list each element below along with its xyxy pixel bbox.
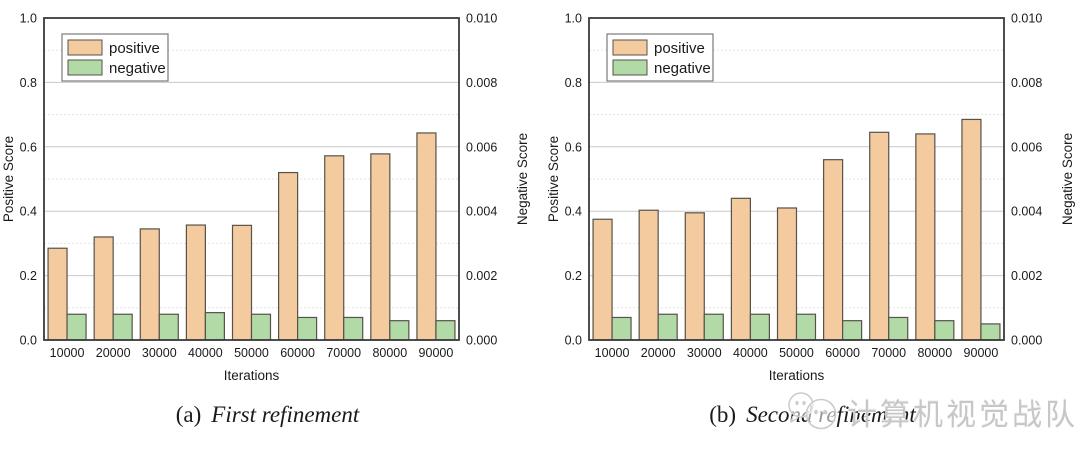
svg-text:70000: 70000 <box>326 346 361 360</box>
svg-text:0.004: 0.004 <box>1011 205 1042 219</box>
svg-text:80000: 80000 <box>917 346 952 360</box>
svg-text:Negative Score: Negative Score <box>515 133 530 225</box>
svg-text:0.6: 0.6 <box>565 140 582 154</box>
svg-text:10000: 10000 <box>50 346 85 360</box>
caption-text-b: Second refinement <box>746 402 916 427</box>
svg-text:0.4: 0.4 <box>20 205 37 219</box>
svg-text:negative: negative <box>654 60 711 77</box>
svg-text:Negative Score: Negative Score <box>1060 133 1075 225</box>
svg-text:90000: 90000 <box>419 346 454 360</box>
svg-text:0.4: 0.4 <box>565 205 582 219</box>
svg-text:0.002: 0.002 <box>466 269 497 283</box>
svg-text:0.008: 0.008 <box>466 76 497 90</box>
svg-text:0.010: 0.010 <box>1011 12 1042 26</box>
svg-text:Iterations: Iterations <box>769 368 825 383</box>
svg-text:60000: 60000 <box>280 346 315 360</box>
svg-text:0.6: 0.6 <box>20 140 37 154</box>
charts-row: 10000 20000 30000 40000 50000 60000 70000 80000… <box>0 0 1080 428</box>
svg-text:0.8: 0.8 <box>20 76 37 90</box>
svg-text:Positive Score: Positive Score <box>1 136 16 222</box>
svg-text:1.0: 1.0 <box>565 12 582 26</box>
svg-text:80000: 80000 <box>372 346 407 360</box>
svg-text:0.2: 0.2 <box>565 269 582 283</box>
chart-panel-first-refinement: 10000 20000 30000 40000 50000 60000 70000 80000… <box>0 0 535 428</box>
svg-text:0.0: 0.0 <box>20 334 37 348</box>
svg-text:0.0: 0.0 <box>565 334 582 348</box>
svg-text:90000: 90000 <box>964 346 999 360</box>
svg-text:40000: 40000 <box>188 346 223 360</box>
svg-text:positive: positive <box>109 40 160 57</box>
svg-text:0.002: 0.002 <box>1011 269 1042 283</box>
svg-text:50000: 50000 <box>234 346 269 360</box>
svg-text:Iterations: Iterations <box>224 368 280 383</box>
bar-chart-second-refinement: 10000 20000 30000 40000 50000 60000 70000 80000… <box>546 12 1075 384</box>
svg-text:30000: 30000 <box>142 346 177 360</box>
svg-text:Positive Score: Positive Score <box>546 136 561 222</box>
svg-text:60000: 60000 <box>825 346 860 360</box>
caption-second-refinement: (b) Second refinement <box>709 402 916 428</box>
bar-chart-first-refinement: 10000 20000 30000 40000 50000 60000 70000 80000… <box>1 12 530 384</box>
svg-text:0.008: 0.008 <box>1011 76 1042 90</box>
svg-text:50000: 50000 <box>779 346 814 360</box>
svg-text:0.2: 0.2 <box>20 269 37 283</box>
svg-text:40000: 40000 <box>733 346 768 360</box>
svg-text:30000: 30000 <box>687 346 722 360</box>
svg-text:20000: 20000 <box>641 346 676 360</box>
svg-text:10000: 10000 <box>595 346 630 360</box>
svg-text:positive: positive <box>654 40 705 57</box>
caption-first-refinement: (a) First refinement <box>176 402 360 428</box>
caption-label-b: (b) <box>709 402 737 427</box>
svg-text:0.006: 0.006 <box>1011 140 1042 154</box>
svg-text:0.006: 0.006 <box>466 140 497 154</box>
svg-text:20000: 20000 <box>96 346 131 360</box>
svg-text:0.000: 0.000 <box>466 334 497 348</box>
caption-text-a: First refinement <box>211 402 360 427</box>
caption-label-a: (a) <box>175 402 202 427</box>
svg-text:70000: 70000 <box>871 346 906 360</box>
svg-text:0.010: 0.010 <box>466 12 497 26</box>
svg-text:0.004: 0.004 <box>466 205 497 219</box>
chart-panel-second-refinement: 10000 20000 30000 40000 50000 60000 70000 80000… <box>545 0 1080 428</box>
svg-text:negative: negative <box>109 60 166 77</box>
svg-text:0.000: 0.000 <box>1011 334 1042 348</box>
svg-text:1.0: 1.0 <box>20 12 37 26</box>
svg-text:0.8: 0.8 <box>565 76 582 90</box>
